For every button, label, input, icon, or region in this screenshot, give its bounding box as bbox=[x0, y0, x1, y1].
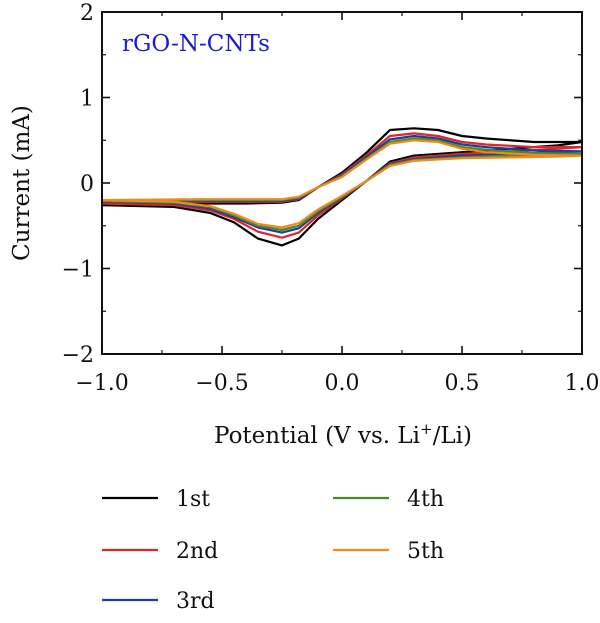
y-axis-title: Current (mA) bbox=[9, 105, 35, 261]
legend-label-4: 4th bbox=[407, 487, 444, 512]
x-tick-label: −1.0 bbox=[75, 371, 128, 396]
x-axis-title-main: Potential (V vs. Li bbox=[214, 423, 420, 449]
y-tick-label: 1 bbox=[80, 87, 94, 112]
legend-label-5: 5th bbox=[407, 539, 444, 564]
x-axis-title-suffix: /Li) bbox=[433, 423, 472, 449]
sample-annotation: rGO-N-CNTs bbox=[122, 31, 270, 57]
cv-curve-4 bbox=[101, 137, 584, 232]
x-axis-title-sup: + bbox=[420, 420, 433, 438]
x-tick-label: 0.5 bbox=[445, 371, 480, 396]
cv-curves bbox=[101, 127, 584, 247]
x-tick-label: 0.0 bbox=[325, 371, 360, 396]
y-tick-label: 2 bbox=[80, 1, 94, 26]
legend-label-3: 3rd bbox=[176, 589, 215, 614]
x-tick-label: −0.5 bbox=[195, 371, 248, 396]
cv-curve-5 bbox=[101, 139, 584, 229]
axis-ticks: −1.0 −0.5 0.0 0.5 1.0 −2 −1 0 1 2 bbox=[62, 1, 600, 396]
x-tick-label: 1.0 bbox=[565, 371, 600, 396]
plot-frame bbox=[101, 11, 583, 355]
y-tick-label: −1 bbox=[62, 258, 94, 283]
x-axis-title: Potential (V vs. Li+/Li) bbox=[214, 420, 472, 449]
legend: 1st 2nd 3rd 4th 5th bbox=[102, 487, 444, 614]
y-tick-label: 0 bbox=[80, 172, 94, 197]
y-tick-label: −2 bbox=[62, 343, 94, 368]
legend-label-2: 2nd bbox=[176, 539, 218, 564]
legend-label-1: 1st bbox=[176, 487, 210, 512]
